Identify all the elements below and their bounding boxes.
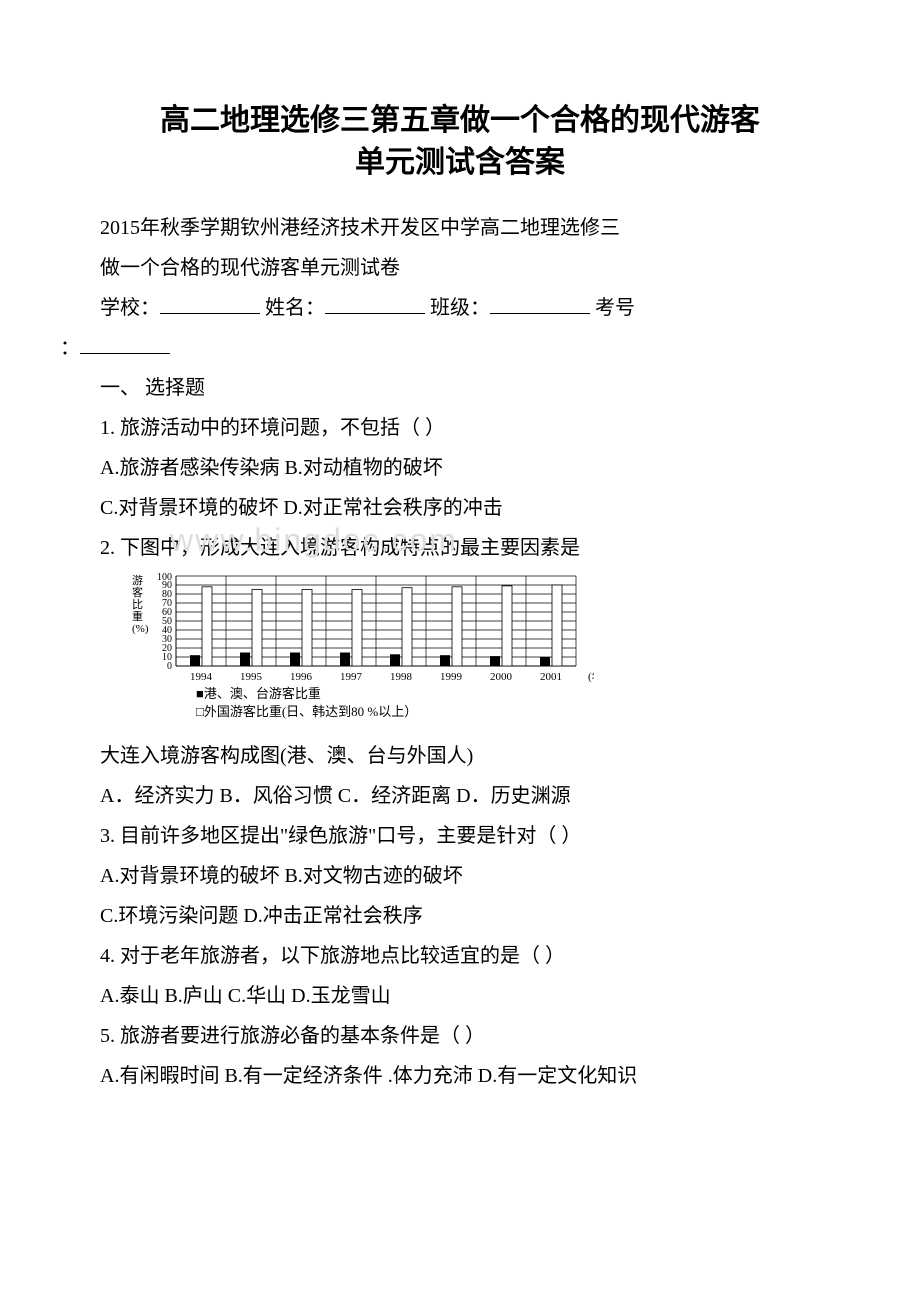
q1-options-ab: A.旅游者感染传染病 B.对动植物的破坏 [60, 448, 860, 488]
q1-stem: 1. 旅游活动中的环境问题，不包括（ ） [60, 408, 860, 448]
subheader-line: 做一个合格的现代游客单元测试卷 [60, 248, 860, 288]
examno-label: 考号 [595, 297, 635, 319]
name-blank [325, 294, 425, 314]
q3-options-ab: A.对背景环境的破坏 B.对文物古迹的破坏 [60, 856, 860, 896]
svg-text:(年): (年) [588, 669, 594, 683]
svg-text:2001: 2001 [540, 671, 562, 683]
document-title: 高二地理选修三第五章做一个合格的现代游客 单元测试含答案 [60, 100, 860, 184]
school-blank [160, 294, 260, 314]
svg-text:1999: 1999 [440, 671, 463, 683]
q2-stem: 2. 下图中，形成大连入境游客构成特点的最主要因素是 [60, 528, 860, 568]
q2-caption: 大连入境游客构成图(港、澳、台与外国人) [60, 736, 860, 776]
q4-options: A.泰山 B.庐山 C.华山 D.玉龙雪山 [60, 976, 860, 1016]
title-line-2: 单元测试含答案 [355, 146, 565, 179]
class-label: 班级： [430, 297, 490, 319]
bar-chart-svg: 游 客 比 重 (%) [124, 572, 594, 732]
section-1-heading: 一、 选择题 [60, 368, 860, 408]
q5-stem: 5. 旅游者要进行旅游必备的基本条件是（ ） [60, 1016, 860, 1056]
svg-text:1996: 1996 [290, 671, 313, 683]
svg-text:1994: 1994 [190, 671, 213, 683]
name-label: 姓名： [265, 297, 325, 319]
svg-text:1995: 1995 [240, 671, 263, 683]
legend-1: ■港、澳、台游客比重 [196, 686, 321, 701]
form-line: 学校： 姓名： 班级： 考号 [60, 288, 860, 328]
form-line-2: ： [60, 328, 860, 368]
q3-options-cd: C.环境污染问题 D.冲击正常社会秩序 [60, 896, 860, 936]
svg-text:1998: 1998 [390, 671, 413, 683]
q1-options-cd: C.对背景环境的破坏 D.对正常社会秩序的冲击 [60, 488, 860, 528]
q5-options: A.有闲暇时间 B.有一定经济条件 .体力充沛 D.有一定文化知识 [60, 1056, 860, 1096]
q3-stem: 3. 目前许多地区提出"绿色旅游"口号，主要是针对（ ） [60, 816, 860, 856]
header-line: 2015年秋季学期钦州港经济技术开发区中学高二地理选修三 [60, 208, 860, 248]
svg-text:1997: 1997 [340, 671, 363, 683]
title-line-1: 高二地理选修三第五章做一个合格的现代游客 [160, 104, 760, 137]
y-axis-label: 游 客 比 重 (%) [132, 574, 149, 635]
svg-text:100: 100 [157, 572, 172, 583]
q2-options: A．经济实力 B．风俗习惯 C．经济距离 D．历史渊源 [60, 776, 860, 816]
class-blank [490, 294, 590, 314]
examno-blank [80, 353, 170, 354]
school-label: 学校： [100, 297, 160, 319]
legend-2: □外国游客比重(日、韩达到80 %以上） [196, 704, 417, 719]
svg-text:2000: 2000 [490, 671, 513, 683]
q4-stem: 4. 对于老年旅游者，以下旅游地点比较适宜的是（ ） [60, 936, 860, 976]
q2-chart: 游 客 比 重 (%) [124, 572, 860, 732]
